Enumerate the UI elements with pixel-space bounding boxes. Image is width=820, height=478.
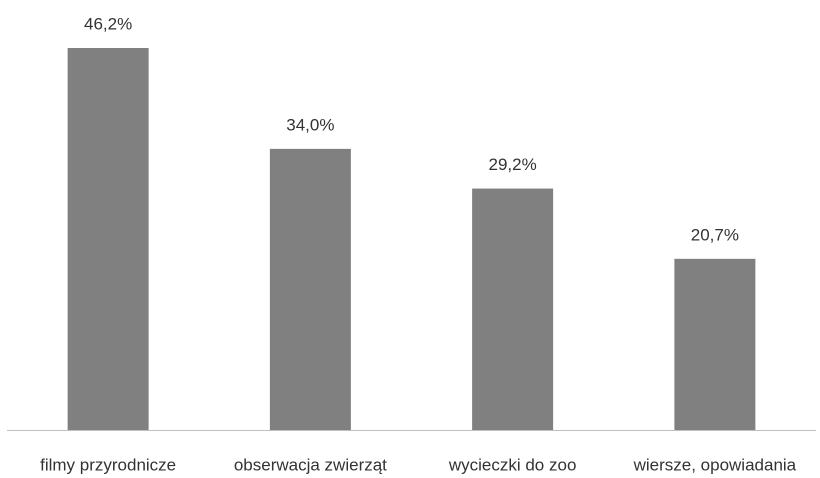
x-tick-label: obserwacja zwierząt [234,455,387,474]
bar [472,188,554,430]
x-tick-label: wiersze, opowiadania [633,455,797,474]
x-tick-label: filmy przyrodnicze [40,455,176,474]
bar [674,258,756,430]
value-label: 29,2% [489,155,537,174]
value-label: 20,7% [691,225,739,244]
x-tick-label: wycieczki do zoo [448,455,577,474]
bar [67,48,149,430]
bar [269,148,351,431]
value-label: 34,0% [286,115,334,134]
value-label: 46,2% [84,14,132,33]
